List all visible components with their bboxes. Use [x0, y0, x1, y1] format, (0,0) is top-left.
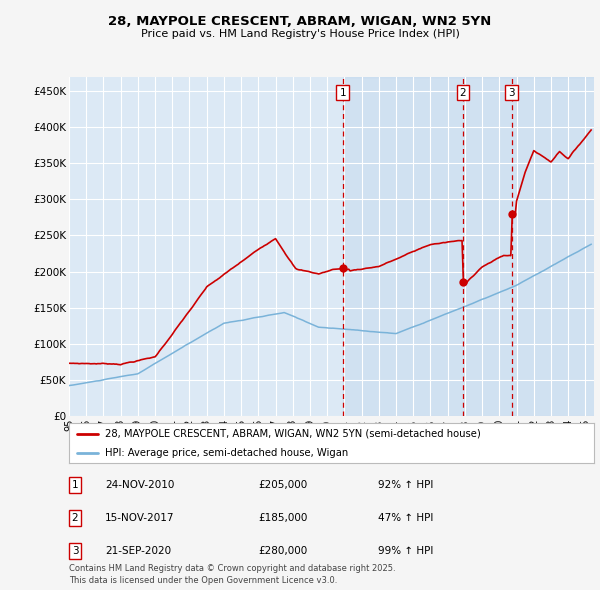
Text: 2: 2: [71, 513, 79, 523]
Text: 47% ↑ HPI: 47% ↑ HPI: [378, 513, 433, 523]
Text: 28, MAYPOLE CRESCENT, ABRAM, WIGAN, WN2 5YN: 28, MAYPOLE CRESCENT, ABRAM, WIGAN, WN2 …: [109, 15, 491, 28]
Text: 3: 3: [71, 546, 79, 556]
Text: 28, MAYPOLE CRESCENT, ABRAM, WIGAN, WN2 5YN (semi-detached house): 28, MAYPOLE CRESCENT, ABRAM, WIGAN, WN2 …: [105, 429, 481, 439]
Text: HPI: Average price, semi-detached house, Wigan: HPI: Average price, semi-detached house,…: [105, 448, 348, 458]
Text: 92% ↑ HPI: 92% ↑ HPI: [378, 480, 433, 490]
Text: £205,000: £205,000: [258, 480, 307, 490]
Text: 99% ↑ HPI: 99% ↑ HPI: [378, 546, 433, 556]
Text: 1: 1: [71, 480, 79, 490]
Text: £185,000: £185,000: [258, 513, 307, 523]
Text: 1: 1: [340, 87, 346, 97]
Text: Contains HM Land Registry data © Crown copyright and database right 2025.
This d: Contains HM Land Registry data © Crown c…: [69, 565, 395, 585]
Text: 3: 3: [508, 87, 515, 97]
Text: 21-SEP-2020: 21-SEP-2020: [105, 546, 171, 556]
Bar: [343, 77, 600, 416]
Text: 2: 2: [460, 87, 466, 97]
Text: Price paid vs. HM Land Registry's House Price Index (HPI): Price paid vs. HM Land Registry's House …: [140, 30, 460, 39]
Text: £280,000: £280,000: [258, 546, 307, 556]
Text: 15-NOV-2017: 15-NOV-2017: [105, 513, 175, 523]
Text: 24-NOV-2010: 24-NOV-2010: [105, 480, 175, 490]
